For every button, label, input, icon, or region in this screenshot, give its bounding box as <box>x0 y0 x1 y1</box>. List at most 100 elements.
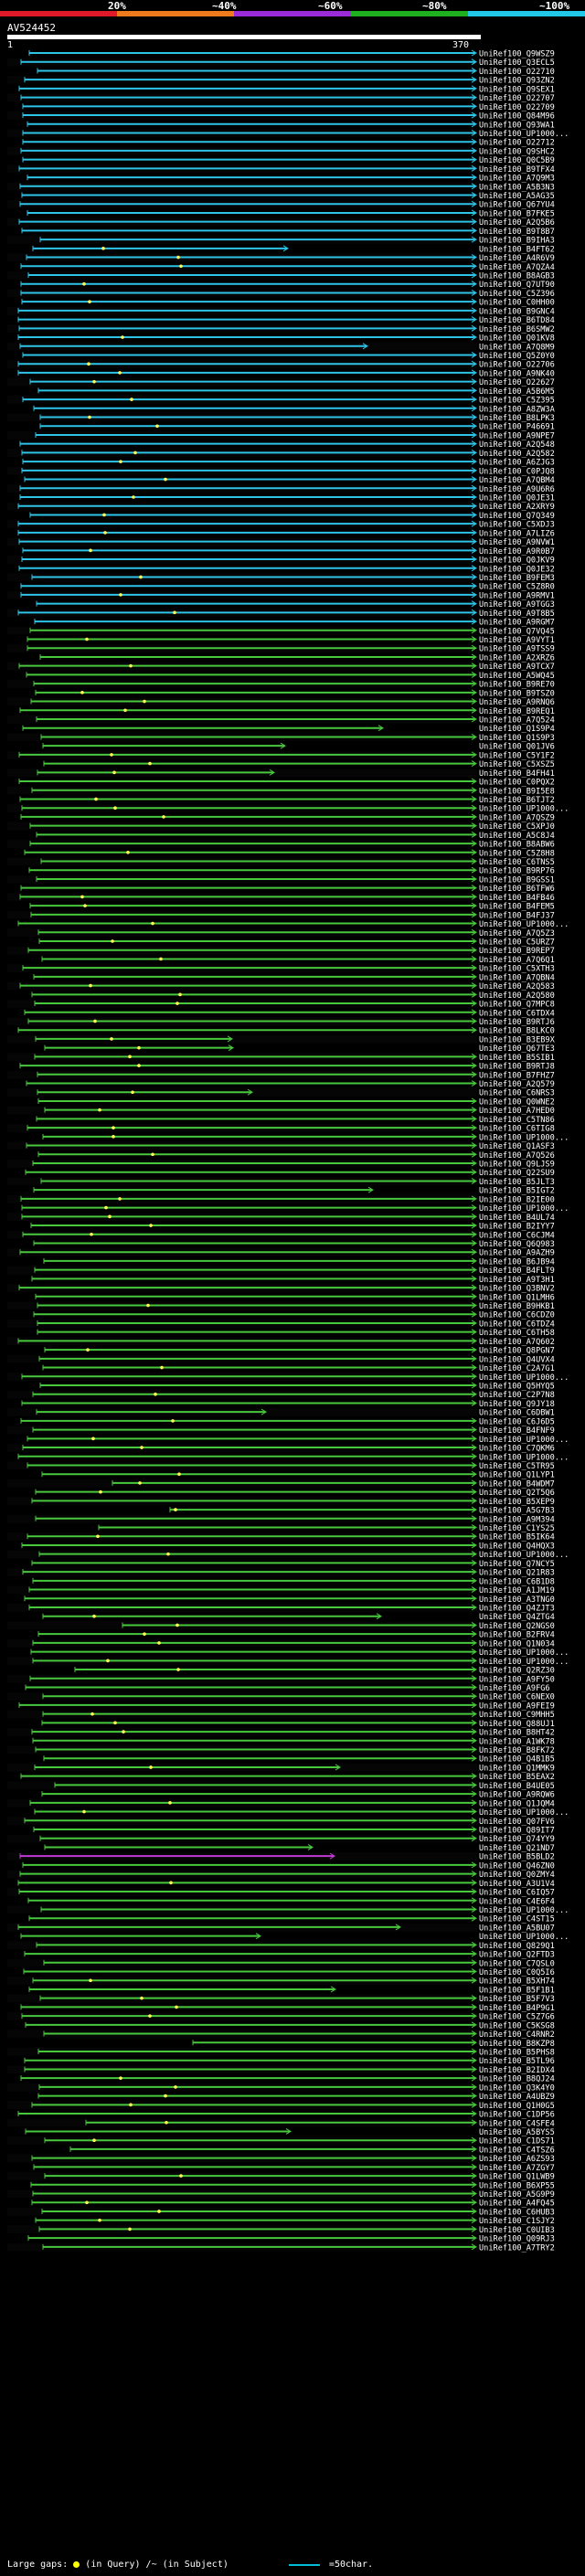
hit-label[interactable]: UniRef100_UP1000... <box>479 920 569 929</box>
hit-label[interactable]: UniRef100_A4UBZ9 <box>479 2093 555 2102</box>
hit-label[interactable]: UniRef100_UP1000... <box>479 1133 569 1142</box>
hit-label[interactable]: UniRef100_B5PHS8 <box>479 2049 555 2058</box>
hit-label[interactable]: UniRef100_A7TRY2 <box>479 2243 555 2253</box>
hit-label[interactable]: UniRef100_C7QKM6 <box>479 1445 555 1454</box>
hit-label[interactable]: UniRef100_UP1000... <box>479 1204 569 1214</box>
hit-label[interactable]: UniRef100_A2Q580 <box>479 991 555 1001</box>
hit-label[interactable]: UniRef100_B5F1B1 <box>479 1986 555 1995</box>
hit-label[interactable]: UniRef100_A5G7B3 <box>479 1507 555 1516</box>
hit-label[interactable]: UniRef100_B5JLT3 <box>479 1178 555 1187</box>
hit-label[interactable]: UniRef100_B5EAX2 <box>479 1773 555 1782</box>
hit-label[interactable]: UniRef100_C6NEX0 <box>479 1693 555 1702</box>
hit-label[interactable]: UniRef100_C5Z396 <box>479 290 555 299</box>
hit-label[interactable]: UniRef100_Q4ZJT3 <box>479 1605 555 1614</box>
hit-label[interactable]: UniRef100_Q8PGN7 <box>479 1347 555 1356</box>
hit-label[interactable]: UniRef100_B4UL74 <box>479 1214 555 1223</box>
hit-label[interactable]: UniRef100_B9REQ1 <box>479 707 555 716</box>
hit-label[interactable]: UniRef100_Q7MPC8 <box>479 1001 555 1010</box>
hit-label[interactable]: UniRef100_Q3BNV2 <box>479 1285 555 1294</box>
hit-label[interactable]: UniRef100_B6SMW2 <box>479 325 555 334</box>
hit-label[interactable]: UniRef100_C6NRS3 <box>479 1089 555 1098</box>
hit-label[interactable]: UniRef100_A9TSS9 <box>479 645 555 654</box>
hit-label[interactable]: UniRef100_C6J6D5 <box>479 1417 555 1426</box>
hit-label[interactable]: UniRef100_Q3ECL5 <box>479 58 555 68</box>
hit-label[interactable]: UniRef100_C6TNS5 <box>479 858 555 867</box>
hit-label[interactable]: UniRef100_A5WQ45 <box>479 672 555 681</box>
hit-label[interactable]: UniRef100_A5G9P9 <box>479 2190 555 2200</box>
hit-label[interactable]: UniRef100_Q0JE31 <box>479 494 555 504</box>
hit-label[interactable]: UniRef100_UP1000... <box>479 1453 569 1462</box>
hit-label[interactable]: UniRef100_C4TSZ6 <box>479 2146 555 2155</box>
hit-label[interactable]: UniRef100_Q09RJ3 <box>479 2235 555 2244</box>
hit-label[interactable]: UniRef100_Q4UVX4 <box>479 1355 555 1364</box>
hit-label[interactable]: UniRef100_C5TR95 <box>479 1462 555 1471</box>
hit-label[interactable]: UniRef100_Q93WA1 <box>479 121 555 130</box>
hit-label[interactable]: UniRef100_A3TNG0 <box>479 1595 555 1605</box>
hit-label[interactable]: UniRef100_C5XDJ3 <box>479 521 555 530</box>
hit-label[interactable]: UniRef100_A2Q548 <box>479 440 555 450</box>
hit-label[interactable]: UniRef100_C6DBW1 <box>479 1409 555 1418</box>
hit-label[interactable]: UniRef100_A9R0B7 <box>479 547 555 557</box>
hit-label[interactable]: UniRef100_C6IQ57 <box>479 1889 555 1898</box>
hit-label[interactable]: UniRef100_B9RTJ8 <box>479 1063 555 1072</box>
hit-label[interactable]: UniRef100_B8LPK3 <box>479 414 555 423</box>
hit-label[interactable]: UniRef100_Q4B1B5 <box>479 1755 555 1765</box>
hit-label[interactable]: UniRef100_A9FY50 <box>479 1675 555 1684</box>
hit-label[interactable]: UniRef100_A9AZH9 <box>479 1249 555 1258</box>
hit-label[interactable]: UniRef100_C2A7G1 <box>479 1364 555 1373</box>
hit-label[interactable]: UniRef100_Q0JKV9 <box>479 557 555 566</box>
hit-label[interactable]: UniRef100_Q01JV6 <box>479 743 555 752</box>
hit-label[interactable]: UniRef100_C0PQX2 <box>479 779 555 788</box>
hit-label[interactable]: UniRef100_C2P7N8 <box>479 1391 555 1400</box>
hit-label[interactable]: UniRef100_A7QSZ9 <box>479 813 555 822</box>
hit-label[interactable]: UniRef100_C6B1D8 <box>479 1577 555 1586</box>
hit-label[interactable]: UniRef100_A5B3N3 <box>479 183 555 192</box>
hit-label[interactable]: UniRef100_A7Q5Z3 <box>479 929 555 938</box>
hit-label[interactable]: UniRef100_Q22SU9 <box>479 1169 555 1178</box>
hit-label[interactable]: UniRef100_UP1000... <box>479 1373 569 1383</box>
hit-label[interactable]: UniRef100_C6TH58 <box>479 1329 555 1338</box>
hit-label[interactable]: UniRef100_A7Q526 <box>479 1151 555 1161</box>
hit-label[interactable]: UniRef100_C0HH00 <box>479 299 555 308</box>
hit-label[interactable]: UniRef100_B7FKE5 <box>479 209 555 218</box>
hit-label[interactable]: UniRef100_B8ABW6 <box>479 841 555 850</box>
hit-label[interactable]: UniRef100_B4FNF9 <box>479 1426 555 1436</box>
hit-label[interactable]: UniRef100_A9VYT1 <box>479 636 555 645</box>
hit-label[interactable]: UniRef100_A5BU07 <box>479 1924 555 1933</box>
hit-label[interactable]: UniRef100_UP1000... <box>479 805 569 814</box>
hit-label[interactable]: UniRef100_Q74YY9 <box>479 1835 555 1844</box>
hit-label[interactable]: UniRef100_Q7Q349 <box>479 512 555 521</box>
hit-label[interactable]: UniRef100_C5URZ7 <box>479 938 555 948</box>
hit-label[interactable]: UniRef100_B4WDM7 <box>479 1479 555 1489</box>
hit-label[interactable]: UniRef100_B8FK72 <box>479 1746 555 1755</box>
hit-label[interactable]: UniRef100_B9RTJ6 <box>479 1018 555 1027</box>
hit-label[interactable]: UniRef100_B6XP55 <box>479 2181 555 2190</box>
hit-label[interactable]: UniRef100_Q5Z0Y0 <box>479 352 555 361</box>
hit-label[interactable]: UniRef100_C5XPJ0 <box>479 822 555 832</box>
hit-label[interactable]: UniRef100_Q67TE3 <box>479 1044 555 1054</box>
hit-label[interactable]: UniRef100_A7Q602 <box>479 1338 555 1347</box>
hit-label[interactable]: UniRef100_A2Q583 <box>479 982 555 991</box>
hit-label[interactable]: UniRef100_O22710 <box>479 68 555 77</box>
hit-label[interactable]: UniRef100_B5TL96 <box>479 2057 555 2066</box>
hit-label[interactable]: UniRef100_C5Z8H8 <box>479 849 555 858</box>
hit-label[interactable]: UniRef100_Q07FV6 <box>479 1818 555 1827</box>
hit-label[interactable]: UniRef100_A9T8B5 <box>479 610 555 619</box>
hit-label[interactable]: UniRef100_B5SIB1 <box>479 1054 555 1063</box>
hit-label[interactable]: UniRef100_B9TSZ0 <box>479 689 555 698</box>
hit-label[interactable]: UniRef100_Q46ZN0 <box>479 1861 555 1871</box>
hit-label[interactable]: UniRef100_Q3K4Y0 <box>479 2083 555 2093</box>
hit-label[interactable]: UniRef100_A6ZS93 <box>479 2155 555 2164</box>
hit-label[interactable]: UniRef100_Q7UT90 <box>479 281 555 290</box>
hit-label[interactable]: UniRef100_A9T3H1 <box>479 1276 555 1285</box>
hit-label[interactable]: UniRef100_Q89IT7 <box>479 1827 555 1836</box>
hit-label[interactable]: UniRef100_O22627 <box>479 378 555 387</box>
hit-label[interactable]: UniRef100_UP1000... <box>479 130 569 139</box>
hit-label[interactable]: UniRef100_C5Z395 <box>479 397 555 406</box>
hit-label[interactable]: UniRef100_A9RGM7 <box>479 619 555 628</box>
hit-label[interactable]: UniRef100_B4FEM5 <box>479 903 555 912</box>
hit-label[interactable]: UniRef100_A9RNQ6 <box>479 698 555 707</box>
hit-label[interactable]: UniRef100_A9RQW6 <box>479 1791 555 1800</box>
hit-label[interactable]: UniRef100_C1DS71 <box>479 2137 555 2147</box>
hit-label[interactable]: UniRef100_UP1000... <box>479 1648 569 1658</box>
